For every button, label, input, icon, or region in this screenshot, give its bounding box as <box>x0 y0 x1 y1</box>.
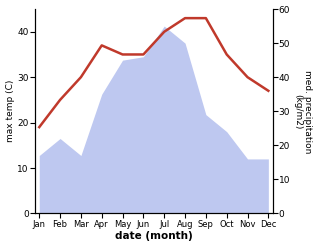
Y-axis label: max temp (C): max temp (C) <box>5 80 15 143</box>
Y-axis label: med. precipitation
(kg/m2): med. precipitation (kg/m2) <box>293 70 313 153</box>
X-axis label: date (month): date (month) <box>115 231 193 242</box>
